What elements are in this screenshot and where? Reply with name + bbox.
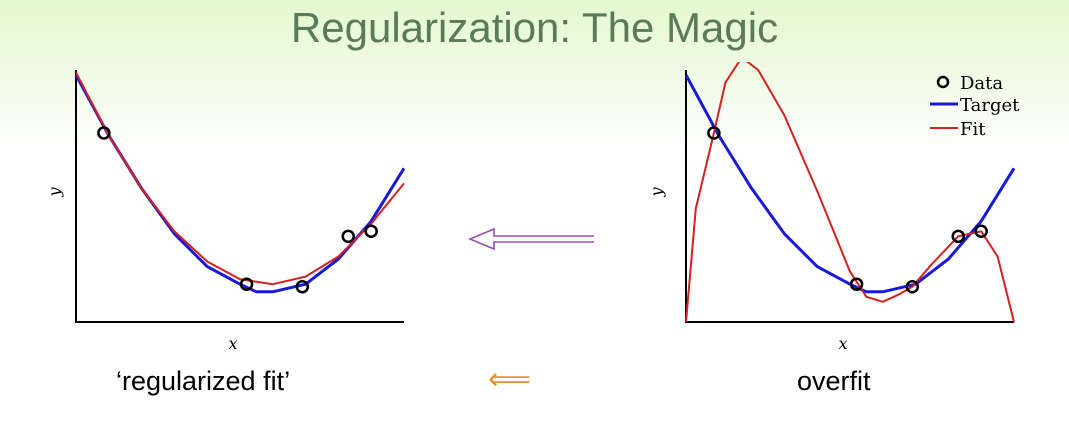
y-axis-label: y (650, 187, 666, 198)
legend-target-label: Target (960, 95, 1020, 116)
fit-curve (75, 72, 405, 286)
regularized-fit-caption: ‘regularized fit’ (116, 366, 291, 396)
x-axis-label: x (838, 334, 847, 353)
data-point (239, 277, 254, 291)
data-point (364, 224, 378, 239)
left-arrow-icon (467, 227, 594, 251)
fit-curve (685, 62, 1015, 323)
legend-data-label: Data (960, 73, 1003, 94)
data-point (341, 229, 355, 244)
target-curve (74, 74, 406, 294)
data-point (707, 126, 721, 140)
data-point (97, 126, 111, 140)
y-axis-label: y (45, 187, 64, 198)
chart-legend: Data Target Fit (930, 73, 1020, 140)
data-point (849, 277, 864, 291)
double-arrow-icon: ⟸ (488, 362, 532, 397)
overfit-caption: overfit (797, 366, 871, 396)
axis-frame (75, 70, 404, 323)
slide-title: Regularization: The Magic (290, 4, 779, 51)
data-point (951, 229, 965, 244)
regularized-fit-chart: x y (45, 70, 406, 353)
data-point (295, 279, 310, 294)
x-axis-label: x (228, 334, 237, 353)
legend-fit-label: Fit (960, 119, 986, 140)
legend-data-marker (936, 75, 950, 89)
target-curve (684, 74, 1016, 294)
data-point (905, 279, 920, 294)
data-point (974, 224, 988, 239)
overfit-chart: x y Data Target Fit (650, 62, 1020, 353)
